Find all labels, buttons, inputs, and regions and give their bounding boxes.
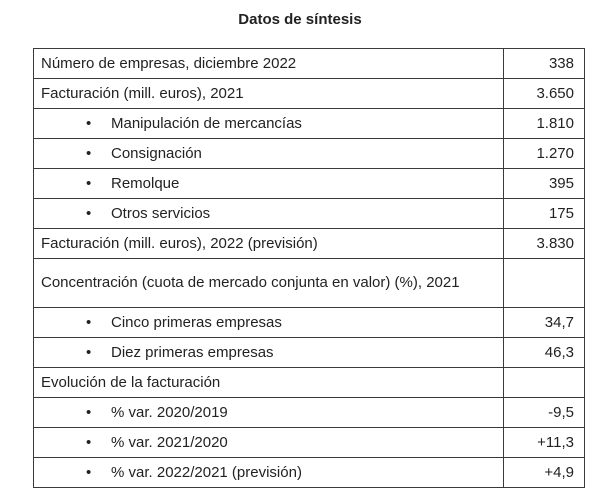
row-label: Manipulación de mercancías xyxy=(111,114,302,132)
row-label-cell: • Diez primeras empresas xyxy=(33,337,504,368)
table-row: Facturación (mill. euros), 2022 (previsi… xyxy=(33,228,585,259)
row-label-cell: • Remolque xyxy=(33,168,504,199)
row-value xyxy=(503,367,585,398)
row-label: Número de empresas, diciembre 2022 xyxy=(33,48,504,79)
row-value: -9,5 xyxy=(503,397,585,428)
table-row: Número de empresas, diciembre 2022 338 xyxy=(33,48,585,79)
row-label: Facturación (mill. euros), 2021 xyxy=(33,78,504,109)
bullet-icon: • xyxy=(86,463,92,481)
row-value: +4,9 xyxy=(503,457,585,488)
row-label-cell: • % var. 2021/2020 xyxy=(33,427,504,458)
bullet-icon: • xyxy=(86,174,92,192)
table-row: • % var. 2022/2021 (previsión) +4,9 xyxy=(33,457,585,488)
row-label-cell: • Consignación xyxy=(33,138,504,169)
table-row: • Diez primeras empresas 46,3 xyxy=(33,337,585,368)
table-row: • Remolque 395 xyxy=(33,168,585,199)
table-row: Evolución de la facturación xyxy=(33,367,585,398)
bullet-icon: • xyxy=(86,403,92,421)
bullet-icon: • xyxy=(86,343,92,361)
row-value: 1.270 xyxy=(503,138,585,169)
bullet-icon: • xyxy=(86,144,92,162)
row-label: Evolución de la facturación xyxy=(33,367,504,398)
row-label: Remolque xyxy=(111,174,180,192)
bullet-icon: • xyxy=(86,114,92,132)
row-label-cell: • Otros servicios xyxy=(33,198,504,229)
bullet-icon: • xyxy=(86,433,92,451)
table-row: Facturación (mill. euros), 2021 3.650 xyxy=(33,78,585,109)
row-label: % var. 2022/2021 (previsión) xyxy=(111,463,302,481)
row-label: % var. 2021/2020 xyxy=(111,433,228,451)
bullet-icon: • xyxy=(86,313,92,331)
row-value: 175 xyxy=(503,198,585,229)
table-row: • % var. 2021/2020 +11,3 xyxy=(33,427,585,458)
summary-table: Número de empresas, diciembre 2022 338 F… xyxy=(33,48,585,488)
page-title: Datos de síntesis xyxy=(238,11,362,28)
row-value: 338 xyxy=(503,48,585,79)
row-label-cell: • Manipulación de mercancías xyxy=(33,108,504,139)
row-value: 34,7 xyxy=(503,307,585,338)
row-value: 395 xyxy=(503,168,585,199)
row-label: Concentración (cuota de mercado conjunta… xyxy=(33,258,504,308)
row-label-cell: • % var. 2020/2019 xyxy=(33,397,504,428)
row-value: 3.650 xyxy=(503,78,585,109)
row-label: Otros servicios xyxy=(111,204,211,222)
row-label: % var. 2020/2019 xyxy=(111,403,228,421)
table-row: • Consignación 1.270 xyxy=(33,138,585,169)
row-label-cell: • % var. 2022/2021 (previsión) xyxy=(33,457,504,488)
table-row: • % var. 2020/2019 -9,5 xyxy=(33,397,585,428)
row-label-cell: • Cinco primeras empresas xyxy=(33,307,504,338)
row-label: Consignación xyxy=(111,144,202,162)
table-row: • Otros servicios 175 xyxy=(33,198,585,229)
row-label: Diez primeras empresas xyxy=(111,343,274,361)
table-row: • Cinco primeras empresas 34,7 xyxy=(33,307,585,338)
row-label: Cinco primeras empresas xyxy=(111,313,282,331)
bullet-icon: • xyxy=(86,204,92,222)
table-row: Concentración (cuota de mercado conjunta… xyxy=(33,258,585,308)
table-row: • Manipulación de mercancías 1.810 xyxy=(33,108,585,139)
row-value: 46,3 xyxy=(503,337,585,368)
row-value xyxy=(503,258,585,308)
row-label: Facturación (mill. euros), 2022 (previsi… xyxy=(33,228,504,259)
row-value: 3.830 xyxy=(503,228,585,259)
row-value: +11,3 xyxy=(503,427,585,458)
row-value: 1.810 xyxy=(503,108,585,139)
